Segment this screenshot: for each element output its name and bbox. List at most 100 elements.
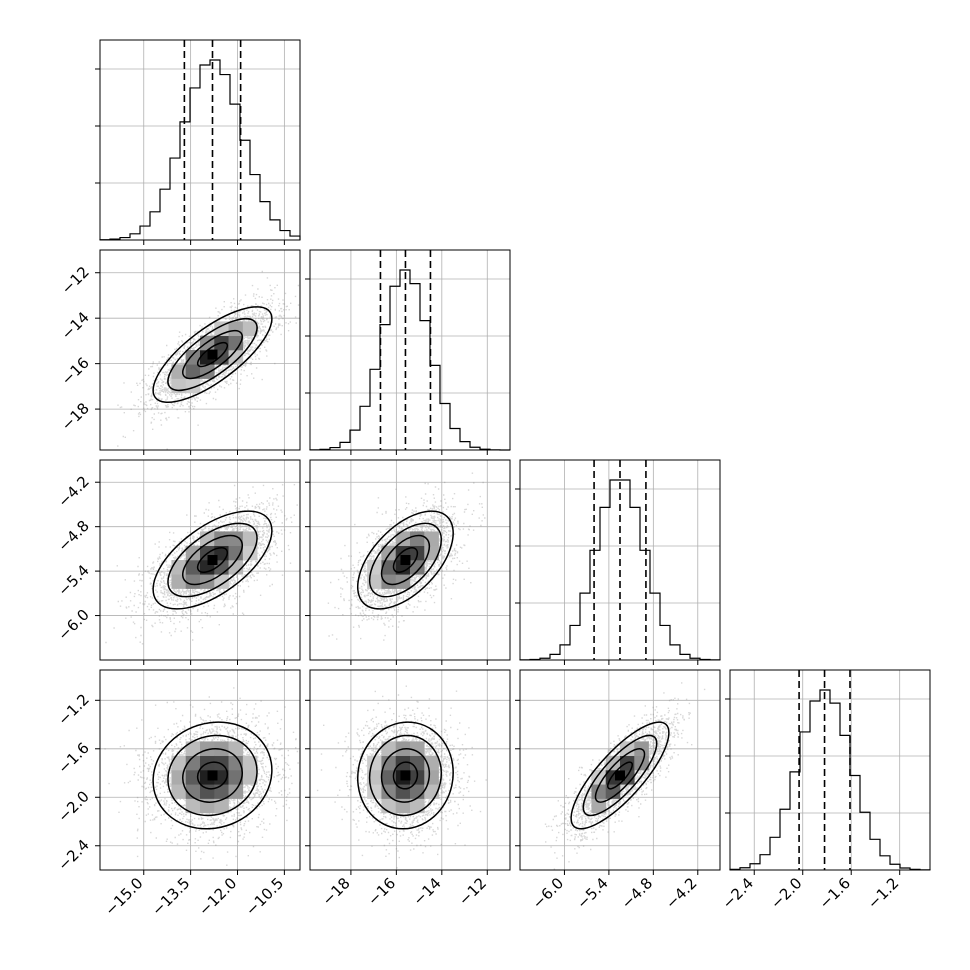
density-cell — [228, 784, 244, 799]
density-cell — [381, 560, 397, 575]
y-tick-label-2-2: −16 — [58, 354, 93, 389]
histogram-3 — [519, 479, 721, 661]
density-cell — [605, 755, 621, 771]
contour-0.5-sigma — [196, 761, 229, 790]
y-tick-label-4-1: −2.4 — [54, 836, 92, 874]
x-tick-label-1-2: −13.5 — [148, 874, 193, 919]
density-cell — [410, 741, 425, 757]
x-tick-label-2-4: −12 — [455, 874, 490, 909]
density-cell — [228, 335, 244, 351]
panel-grid — [310, 460, 510, 660]
panel-2-2 — [305, 249, 511, 455]
histogram-2 — [309, 269, 511, 451]
density-cell — [395, 531, 411, 547]
density-cell — [185, 741, 201, 757]
panel-grid — [520, 460, 720, 660]
density-cell — [228, 770, 244, 785]
y-tick-label-3-1: −6.0 — [54, 606, 92, 644]
density-cell — [367, 770, 382, 785]
density-cell — [185, 350, 201, 365]
x-tick-label-4-3: −1.6 — [816, 874, 854, 912]
density-cell — [200, 741, 215, 757]
contour-2-sigma — [570, 721, 670, 830]
density-cell — [424, 545, 439, 561]
x-tick-label-3-3: −4.8 — [618, 874, 656, 912]
contour-1-sigma — [182, 748, 243, 803]
x-tick-label-4-1: −2.4 — [719, 874, 757, 912]
density-cell — [185, 798, 201, 814]
y-tick-label-2-1: −18 — [58, 399, 93, 434]
panel-frame — [519, 459, 721, 661]
y-tick-label-4-3: −1.6 — [54, 739, 92, 777]
density-cell — [410, 560, 425, 575]
contour-0.5-sigma — [196, 547, 229, 573]
density-cell — [410, 531, 425, 547]
panel-1-1 — [95, 39, 301, 245]
y-tick-label-3-2: −5.4 — [54, 561, 92, 599]
contour-2-sigma — [152, 510, 273, 610]
density-cell — [381, 784, 397, 799]
panel-grid — [730, 670, 930, 870]
contour-1-sigma — [182, 329, 243, 380]
density-cell — [171, 574, 187, 589]
y-tick-label-4-4: −1.2 — [54, 690, 92, 728]
panel-frame — [519, 669, 721, 871]
panel-frame — [309, 669, 511, 871]
density-cell — [185, 755, 201, 771]
contour-0.5-sigma — [392, 761, 419, 790]
density-cell — [381, 770, 397, 785]
contour-2-sigma — [356, 721, 454, 830]
contour-1.5-sigma — [582, 734, 658, 817]
contour-2-sigma — [356, 510, 454, 610]
panel-grid — [100, 40, 300, 240]
contour-1.5-sigma — [368, 734, 443, 817]
density-cell — [424, 531, 439, 547]
y-tick-label-4-2: −2.0 — [54, 787, 92, 825]
panel-4-4 — [725, 669, 931, 875]
density-cell — [171, 364, 187, 379]
panel-3-1 — [95, 459, 301, 665]
panel-grid — [100, 250, 300, 450]
panel-frame — [309, 249, 511, 451]
panel-2-1 — [95, 249, 301, 455]
density-cell — [228, 545, 244, 561]
density-cell — [185, 364, 201, 379]
density-cell — [410, 798, 425, 814]
density-cell — [200, 784, 215, 799]
density-cell — [242, 755, 258, 771]
density-cell — [228, 755, 244, 771]
panel-frame — [99, 669, 301, 871]
density-cell — [228, 350, 244, 365]
histogram-4 — [729, 689, 931, 871]
density-cell — [185, 574, 201, 589]
density-cell — [381, 755, 397, 771]
panel-frame — [99, 249, 301, 451]
panel-frame — [99, 459, 301, 661]
density-cell — [410, 755, 425, 771]
x-tick-label-3-1: −6.0 — [529, 874, 567, 912]
x-tick-label-2-1: −18 — [319, 874, 354, 909]
panel-frame — [309, 459, 511, 661]
panel-4-1 — [95, 669, 301, 875]
contour-0.5-sigma — [392, 547, 419, 573]
density-cells — [591, 741, 649, 814]
density-cell — [214, 531, 229, 547]
contour-lines — [152, 306, 273, 404]
density-peak — [207, 555, 218, 565]
contour-1.5-sigma — [368, 522, 443, 598]
contour-lines — [356, 721, 454, 830]
x-tick-label-4-2: −2.0 — [767, 874, 805, 912]
x-tick-label-2-2: −16 — [364, 874, 399, 909]
density-peak — [400, 555, 411, 565]
x-tick-label-1-4: −10.5 — [242, 874, 287, 919]
density-cell — [242, 321, 258, 337]
panel-4-2 — [305, 669, 511, 875]
panel-frame — [729, 669, 931, 871]
y-tick-label-2-3: −14 — [58, 308, 93, 343]
contour-1.5-sigma — [167, 522, 258, 598]
x-tick-label-2-3: −14 — [410, 874, 445, 909]
x-tick-label-3-2: −5.4 — [573, 874, 611, 912]
density-cell — [381, 741, 397, 757]
density-peak — [207, 770, 218, 781]
